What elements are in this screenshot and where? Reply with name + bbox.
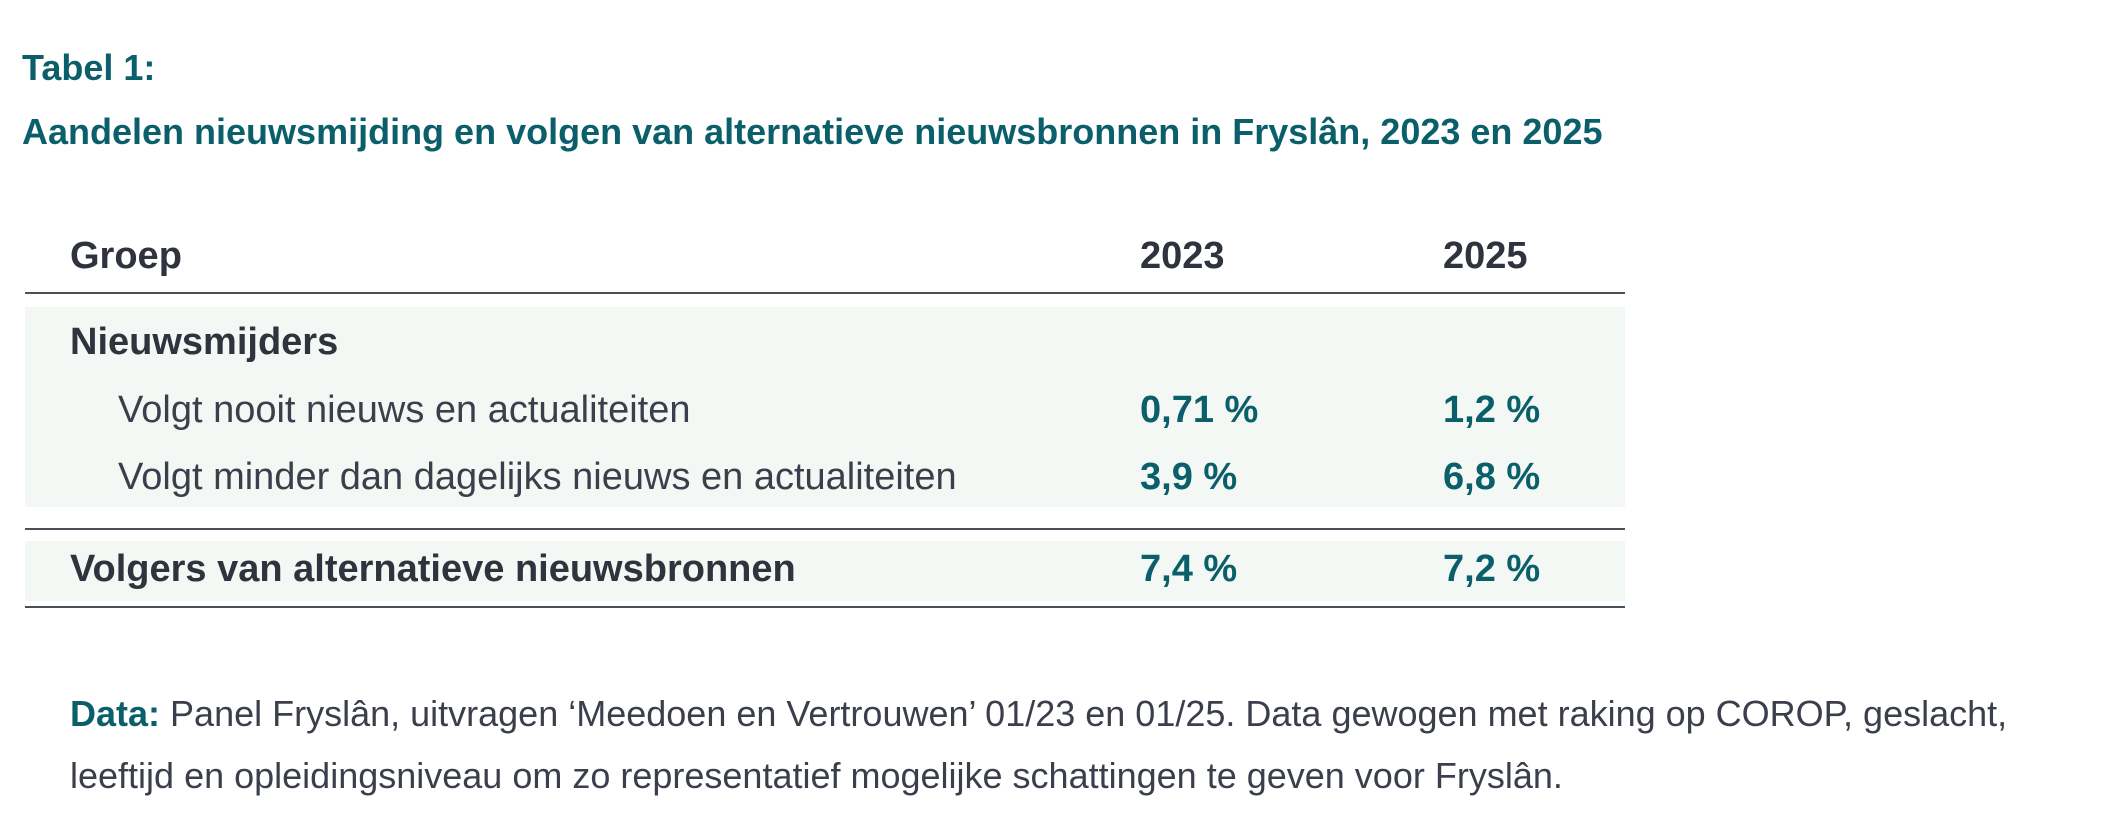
row-value-2023: 3,9 % [1140,456,1238,498]
row-label: Volgt nooit nieuws en actualiteiten [118,389,691,431]
row-value-2025: 6,8 % [1443,456,1541,498]
bottom-rule [25,606,1625,608]
group-label: Nieuwsmijders [70,321,339,363]
header-group: Groep [70,235,182,277]
header-rule [25,292,1625,294]
table-title: Aandelen nieuwsmijding en volgen van alt… [22,111,1603,152]
row-value-2023: 0,71 % [1140,389,1259,431]
header-2023: 2023 [1140,235,1225,277]
header-2025: 2025 [1443,235,1528,277]
row-label: Volgt minder dan dagelijks nieuws en act… [118,456,957,498]
summary-value-2025: 7,2 % [1443,548,1541,590]
data-note-text: Panel Fryslân, uitvragen ‘Meedoen en Ver… [70,693,2008,796]
group-rule [25,528,1625,530]
data-note-lead: Data: [70,693,161,734]
summary-band [25,541,1625,601]
table-label: Tabel 1: [22,47,156,88]
summary-label: Volgers van alternatieve nieuwsbronnen [70,548,796,590]
row-value-2025: 1,2 % [1443,389,1541,431]
summary-value-2023: 7,4 % [1140,548,1238,590]
group-band [25,307,1625,507]
data-note: Data: Panel Fryslân, uitvragen ‘Meedoen … [70,683,2070,807]
